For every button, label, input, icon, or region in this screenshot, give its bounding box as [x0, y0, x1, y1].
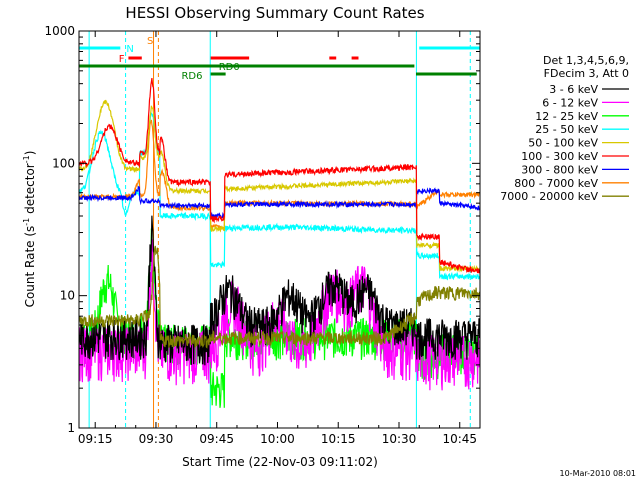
y-axis-label-part3: ) [23, 151, 37, 156]
y-axis-label-sup2: -1 [22, 155, 31, 163]
y-tick-label: 10 [60, 289, 75, 303]
legend-label: 50 - 100 keV [528, 137, 598, 150]
legend-label: 12 - 25 keV [535, 110, 598, 123]
x-tick-label: 10:30 [382, 432, 417, 446]
y-tick-label: 1 [67, 421, 75, 435]
series-line-25-50-kev [79, 112, 480, 281]
flag-label-n: N [126, 44, 133, 55]
x-tick-label: 10:15 [321, 432, 356, 446]
plot-frame [78, 30, 481, 429]
plot-area: FN S RD0 RD6 [79, 31, 480, 428]
legend-header-line: FDecim 3, Att 0 [544, 67, 629, 80]
legend-header-line: Det 1,3,4,5,6,9, [543, 54, 629, 67]
legend: Det 1,3,4,5,6,9,FDecim 3, Att 0 3 - 6 keV… [500, 54, 629, 203]
series-line-300-800-kev [79, 185, 480, 221]
x-tick-label: 10:00 [260, 432, 295, 446]
legend-label: 800 - 7000 keV [514, 177, 598, 190]
x-tick-label: 09:45 [199, 432, 234, 446]
x-tick-label: 09:30 [139, 432, 174, 446]
chart-title: HESSI Observing Summary Count Rates [125, 4, 424, 22]
legend-label: 7000 - 20000 keV [500, 190, 598, 203]
y-axis-label-part1: Count Rate (s [23, 226, 37, 308]
x-axis-label: Start Time (22-Nov-03 09:11:02) [182, 455, 378, 469]
flag-label-f: F [119, 54, 125, 65]
series-line-3-6-kev [79, 215, 480, 366]
legend-label: 100 - 300 keV [521, 150, 598, 163]
legend-label: 300 - 800 keV [521, 163, 598, 176]
flag-label-s: S [147, 36, 153, 47]
series-line-50-100-kev [79, 99, 480, 274]
y-tick-label: 100 [52, 156, 75, 170]
series-line-7000-20000-kev [79, 245, 480, 349]
y-tick-label: 1000 [44, 24, 75, 38]
y-axis-label-part2: detector [23, 163, 37, 218]
x-tick-label: 09:15 [78, 432, 113, 446]
axes: 09:15 09:30 09:45 10:00 10:15 10:30 10:45 1 10 10… [44, 24, 481, 446]
legend-label: 3 - 6 keV [549, 83, 598, 96]
flag-label-rd0: RD0 [219, 62, 240, 73]
x-tick-label: 10:45 [442, 432, 477, 446]
footer-date: 10-Mar-2010 08:01 [560, 469, 637, 478]
flag-label-rd6: RD6 [181, 71, 202, 82]
y-axis-label: Count Rate (s-1 detector-1) [22, 151, 37, 308]
legend-label: 25 - 50 keV [535, 123, 598, 136]
legend-label: 6 - 12 keV [542, 96, 598, 109]
series-line-100-300-kev [79, 78, 480, 274]
y-axis-label-sup1: -1 [22, 218, 31, 226]
